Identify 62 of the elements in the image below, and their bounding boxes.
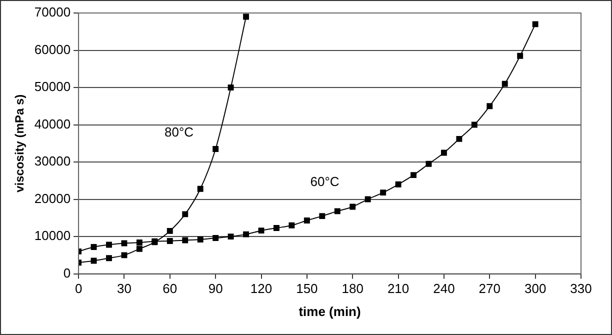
point — [243, 14, 250, 20]
point — [410, 172, 416, 178]
point — [197, 186, 204, 192]
point — [212, 146, 219, 152]
x-tick-label: 60 — [162, 281, 178, 296]
point — [517, 52, 524, 59]
x-tick-label: 150 — [296, 281, 318, 296]
x-tick-label: 120 — [250, 281, 272, 296]
point — [319, 213, 326, 220]
point — [243, 231, 250, 238]
point — [440, 150, 447, 156]
point — [258, 228, 264, 234]
point — [182, 211, 188, 218]
y-tick-label: 30000 — [34, 154, 71, 169]
y-tick-label: 70000 — [34, 4, 71, 20]
point — [426, 160, 432, 167]
x-tick-label: 90 — [208, 281, 223, 296]
point — [456, 136, 462, 142]
point — [90, 244, 97, 250]
y-tick-label: 20000 — [34, 190, 71, 206]
x-tick-label: 270 — [478, 281, 500, 296]
point — [212, 235, 219, 242]
x-tick-label: 0 — [74, 281, 82, 296]
point — [166, 238, 173, 244]
point — [364, 196, 371, 202]
point — [121, 252, 128, 258]
point — [532, 21, 538, 28]
point — [395, 181, 402, 188]
point — [486, 103, 493, 110]
series-label: 60°C — [310, 174, 340, 190]
point — [334, 208, 340, 214]
y-tick-label: 50000 — [34, 79, 71, 94]
y-axis-title: viscosity (mPa s) — [12, 94, 27, 192]
point — [471, 122, 478, 128]
x-tick-label: 300 — [524, 281, 546, 296]
x-axis-title: time (min) — [298, 304, 361, 319]
point — [228, 234, 234, 240]
y-tick-label: 40000 — [34, 116, 71, 132]
point — [228, 84, 234, 90]
y-tick-label: 60000 — [34, 42, 71, 57]
x-tick-label: 30 — [116, 281, 132, 296]
series-label: 80°C — [164, 124, 194, 140]
x-tick-label: 180 — [342, 281, 364, 296]
x-tick-label: 330 — [570, 281, 592, 296]
point — [288, 222, 295, 228]
y-tick-label: 0 — [63, 265, 71, 280]
x-tick-label: 240 — [433, 281, 455, 296]
point — [136, 246, 142, 252]
point — [182, 237, 188, 244]
point — [106, 255, 112, 262]
point — [106, 242, 112, 248]
point — [502, 80, 508, 87]
point — [136, 240, 142, 246]
point — [166, 228, 173, 234]
point — [304, 218, 310, 224]
point — [350, 204, 356, 210]
point — [197, 236, 204, 242]
point — [274, 225, 280, 231]
point — [90, 258, 97, 264]
x-tick-label: 210 — [387, 281, 410, 296]
point — [380, 190, 386, 196]
y-tick-label: 10000 — [34, 228, 71, 244]
